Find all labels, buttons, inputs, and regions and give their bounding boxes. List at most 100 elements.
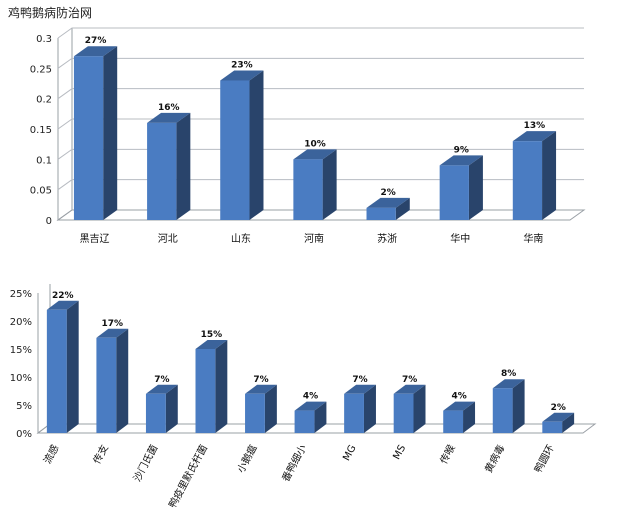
data-label: 17% bbox=[102, 319, 124, 329]
bar-top bbox=[220, 70, 264, 81]
bar-front bbox=[542, 421, 563, 433]
y-tick-label: 0.25 bbox=[30, 64, 52, 75]
bar-top bbox=[147, 112, 191, 123]
y-tick-label: 10% bbox=[10, 373, 32, 384]
bar-front bbox=[512, 141, 543, 220]
category-label: 传支 bbox=[91, 443, 111, 466]
y-tick-label: 20% bbox=[10, 317, 32, 328]
bar bbox=[344, 384, 376, 433]
bar bbox=[145, 384, 178, 433]
bar bbox=[46, 300, 79, 433]
bar-top bbox=[512, 131, 557, 142]
bar-side bbox=[542, 131, 557, 220]
bar-side bbox=[395, 197, 410, 220]
category-label: 番鸭细小 bbox=[279, 442, 309, 483]
data-label: 7% bbox=[402, 375, 417, 385]
y-tick-label: 15% bbox=[10, 345, 32, 356]
bar-side bbox=[103, 46, 118, 221]
bar-front bbox=[96, 337, 117, 433]
bar bbox=[393, 384, 426, 433]
bar bbox=[293, 149, 337, 220]
bar-side bbox=[264, 384, 277, 433]
category-label: 沙门氏菌 bbox=[130, 442, 160, 483]
bar-front bbox=[145, 393, 166, 433]
bar-top bbox=[73, 46, 118, 57]
category-label: 苏浙 bbox=[377, 232, 397, 245]
bar bbox=[147, 112, 191, 220]
bar-side bbox=[512, 379, 525, 433]
y-tick-label: 0.3 bbox=[36, 34, 52, 45]
category-label: 鸭圆环 bbox=[531, 442, 557, 475]
bar-front bbox=[220, 80, 250, 220]
category-label: 黑吉辽 bbox=[80, 233, 110, 245]
bar-front bbox=[147, 122, 177, 220]
category-label: 华中 bbox=[450, 232, 470, 245]
bar-top bbox=[145, 384, 178, 394]
bar-front bbox=[439, 165, 469, 220]
bar-side bbox=[215, 340, 228, 433]
bar-side bbox=[165, 384, 178, 433]
bar bbox=[366, 197, 410, 220]
chart-2: 0% 5% 10% 15% 20% 25% 22% 流感 17% 传支 7% 沙门氏菌 15% 鸭疫里默氏… bbox=[10, 284, 597, 508]
bar-top bbox=[294, 401, 327, 411]
chart-1: 0 0.05 0.1 0.15 0.2 0.25 0.3 27% 黑吉辽 16% 河北 23% 山东 10… bbox=[30, 27, 586, 245]
data-label: 4% bbox=[451, 392, 466, 402]
bar-side bbox=[463, 401, 476, 433]
bar-front bbox=[195, 349, 216, 433]
bar-side bbox=[562, 412, 575, 433]
bar-top bbox=[46, 300, 79, 310]
bar-top bbox=[393, 384, 426, 394]
bar-side bbox=[322, 149, 337, 220]
y-tick-label: 5% bbox=[16, 401, 32, 412]
bar-front bbox=[245, 393, 265, 433]
bar-front bbox=[443, 410, 464, 433]
category-label: 河南 bbox=[304, 232, 324, 245]
data-label: 27% bbox=[85, 36, 107, 46]
data-label: 13% bbox=[524, 121, 546, 131]
bar-top bbox=[96, 328, 129, 338]
bar-side bbox=[116, 328, 129, 433]
bar bbox=[220, 70, 264, 220]
category-label: 小鹅瘟 bbox=[234, 442, 260, 475]
gridline bbox=[57, 118, 584, 130]
y-tick-label: 0.05 bbox=[30, 186, 52, 197]
data-label: 15% bbox=[201, 330, 223, 340]
bar-front bbox=[344, 393, 364, 433]
bar-side bbox=[468, 155, 483, 220]
category-label: 传喉 bbox=[438, 443, 458, 466]
data-label: 8% bbox=[501, 369, 516, 379]
bar-top bbox=[245, 384, 277, 394]
bar-top bbox=[344, 384, 376, 394]
y-tick-label: 25% bbox=[10, 289, 32, 300]
data-label: 2% bbox=[381, 188, 396, 198]
bar-top bbox=[542, 412, 575, 422]
category-label: MS bbox=[391, 443, 408, 461]
gridline bbox=[57, 57, 584, 69]
bar-side bbox=[363, 384, 376, 433]
category-label: 河北 bbox=[158, 233, 178, 245]
data-label: 4% bbox=[303, 392, 318, 402]
bar-side bbox=[413, 384, 426, 433]
category-label: 鸭疫里默氏杆菌 bbox=[166, 442, 210, 508]
bar-side bbox=[314, 401, 327, 433]
bar-front bbox=[366, 207, 396, 220]
bar-front bbox=[393, 393, 414, 433]
category-label: 山东 bbox=[231, 232, 251, 245]
bar-front bbox=[294, 410, 315, 433]
bar bbox=[492, 379, 525, 433]
bar-top bbox=[195, 340, 228, 349]
bar bbox=[73, 46, 118, 221]
bar-side bbox=[176, 112, 191, 220]
bar-top bbox=[439, 155, 483, 166]
data-label: 7% bbox=[352, 375, 367, 385]
data-label: 9% bbox=[454, 145, 469, 155]
bar bbox=[443, 401, 476, 433]
bar bbox=[245, 384, 277, 433]
bar bbox=[96, 328, 129, 433]
category-label: 华南 bbox=[523, 232, 543, 245]
category-label: MG bbox=[341, 443, 358, 463]
y-tick-label: 0.15 bbox=[30, 125, 52, 136]
axis-wall-left bbox=[57, 38, 73, 221]
data-label: 2% bbox=[551, 403, 566, 413]
